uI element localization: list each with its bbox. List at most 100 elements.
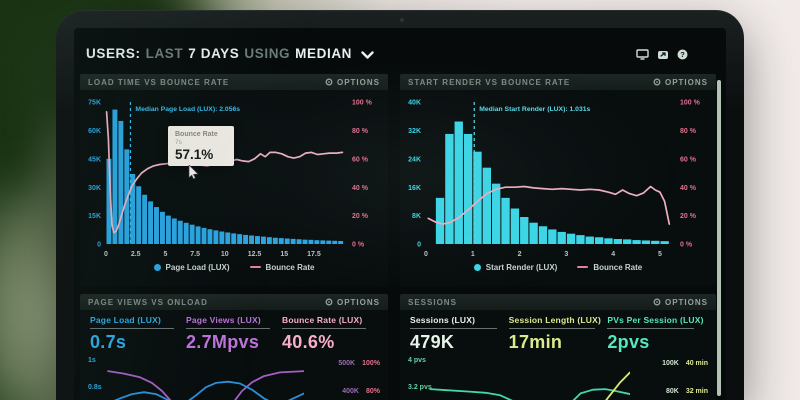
svg-text:0 %: 0 % — [680, 242, 693, 249]
help-icon[interactable]: ? — [677, 49, 688, 60]
svg-text:0: 0 — [424, 251, 428, 258]
gear-icon — [325, 78, 333, 86]
page-title[interactable]: USERS: LAST 7 DAYS USING MEDIAN — [86, 46, 374, 62]
svg-text:8K: 8K — [412, 213, 421, 220]
bars — [106, 109, 344, 244]
svg-text:0 %: 0 % — [352, 242, 365, 249]
svg-text:?: ? — [680, 50, 685, 59]
panel-sessions: SESSIONS OPTIONS Sessions (LUX) 479K Ses… — [400, 294, 716, 400]
title-median: MEDIAN — [295, 46, 353, 61]
vertical-scrollbar[interactable] — [717, 80, 721, 396]
legend-dot — [153, 263, 161, 271]
start-render-options-button[interactable]: OPTIONS — [653, 78, 708, 87]
title-users: USERS: — [86, 46, 141, 61]
y-axis-left: 75K 60K 45K 30K 15K 0 — [88, 100, 101, 249]
title-last: LAST — [145, 46, 184, 61]
svg-text:60 %: 60 % — [680, 156, 697, 163]
svg-text:80 %: 80 % — [352, 128, 369, 135]
series-line — [605, 371, 630, 400]
svg-text:16K: 16K — [408, 185, 421, 192]
svg-text:7.5: 7.5 — [190, 251, 200, 258]
mouse-cursor-icon — [188, 165, 199, 179]
panel-sessions-title: SESSIONS — [408, 297, 457, 307]
svg-text:12.5: 12.5 — [248, 251, 262, 258]
kpi-bounce-rate: Bounce Rate (LUX) 40.6% — [282, 315, 378, 353]
kpi-session-length: Session Length (LUX) 17min — [508, 315, 601, 352]
legend-dot — [473, 263, 481, 271]
panel-start-render: START RENDER VS BOUNCE RATE OPTIONS 40K 3… — [400, 74, 716, 286]
sessions-kpis: Sessions (LUX) 479K Session Length (LUX)… — [400, 310, 716, 353]
page-views-options-button[interactable]: OPTIONS — [325, 298, 380, 307]
laptop-frame: USERS: LAST 7 DAYS USING MEDIAN ? LOAD TIME … — [56, 10, 744, 400]
median-label: Median Page Load (LUX): 2.056s — [135, 106, 240, 113]
mini-left-ticks: 1s 0.8s 0.6s — [88, 357, 102, 391]
median-label: Median Start Render (LUX): 1.031s — [479, 106, 590, 113]
gear-icon — [325, 298, 333, 306]
kpi-sessions: Sessions (LUX) 479K — [410, 315, 509, 353]
load-time-options-button[interactable]: OPTIONS — [325, 78, 380, 87]
svg-text:5: 5 — [163, 251, 167, 258]
svg-text:80 %: 80 % — [680, 128, 697, 135]
tooltip-title: Bounce Rate — [175, 131, 218, 138]
load-time-legend: Page Load (LUX) Bounce Rate — [80, 260, 388, 274]
svg-text:15: 15 — [280, 251, 288, 258]
bounce-rate-tooltip: Bounce Rate 7s 57.1% — [168, 126, 234, 179]
y-axis-left: 40K 32K 24K 16K 8K 0 — [408, 100, 421, 249]
sessions-mini-chart[interactable]: 4 pvs 3.2 pvs 100K 40 min 80K 32 min — [400, 355, 716, 400]
y-axis-right: 100 % 80 % 60 % 40 % 20 % 0 % — [680, 100, 701, 249]
svg-text:20 %: 20 % — [680, 213, 697, 220]
start-render-chart[interactable]: 40K 32K 24K 16K 8K 0 100 % 80 % 60 % 40 % 20 % 0 % 0… — [400, 92, 708, 260]
title-7days: 7 DAYS — [188, 46, 240, 61]
legend-page-load[interactable]: Page Load (LUX) — [153, 263, 230, 272]
panel-start-render-title: START RENDER VS BOUNCE RATE — [408, 77, 571, 87]
svg-text:0: 0 — [104, 251, 108, 258]
mini-right-ticks: 100K 40 min 80K 32 min — [662, 360, 708, 395]
svg-text:24K: 24K — [408, 156, 421, 163]
panel-page-views-title: PAGE VIEWS VS ONLOAD — [88, 297, 208, 307]
sessions-lines-chart — [429, 371, 630, 400]
mini-left-ticks: 4 pvs 3.2 pvs — [408, 357, 432, 391]
svg-text:75K: 75K — [88, 100, 101, 107]
svg-text:0: 0 — [417, 242, 421, 249]
svg-text:3: 3 — [564, 251, 568, 258]
legend-start-render[interactable]: Start Render (LUX) — [473, 263, 557, 272]
svg-text:40 %: 40 % — [352, 185, 369, 192]
onload-lines-chart — [107, 370, 304, 400]
svg-text:0: 0 — [97, 242, 101, 249]
svg-text:15K: 15K — [88, 213, 101, 220]
load-time-chart[interactable]: 75K 60K 45K 30K 15K 0 100 % 80 % 60 % 40 % 20 % 0 %… — [80, 92, 380, 260]
sessions-options-button[interactable]: OPTIONS — [653, 298, 708, 307]
svg-text:32K: 32K — [408, 128, 421, 135]
tooltip-x-value: 7s — [175, 139, 182, 146]
legend-bounce-rate[interactable]: Bounce Rate — [249, 263, 314, 272]
chevron-down-icon[interactable] — [361, 47, 374, 62]
start-render-legend: Start Render (LUX) Bounce Rate — [400, 260, 716, 274]
kpi-page-views: Page Views (LUX) 2.7Mpvs — [186, 315, 282, 353]
page-views-kpis: Page Load (LUX) 0.7s Page Views (LUX) 2.… — [80, 310, 388, 353]
legend-dash — [249, 265, 261, 269]
mini-right-ticks: 500K 100% 400K 80% — [338, 360, 380, 395]
legend-bounce-rate[interactable]: Bounce Rate — [577, 263, 642, 272]
svg-text:100 %: 100 % — [680, 100, 701, 107]
webcam-dot — [400, 18, 404, 22]
series-line — [107, 370, 304, 400]
svg-text:30K: 30K — [88, 185, 101, 192]
panel-page-views: PAGE VIEWS VS ONLOAD OPTIONS Page Load (… — [80, 294, 388, 400]
svg-text:10: 10 — [221, 251, 229, 258]
svg-text:4: 4 — [611, 251, 615, 258]
panel-load-time: LOAD TIME VS BOUNCE RATE OPTIONS 75K 60K 4… — [80, 74, 388, 286]
title-using: USING — [244, 46, 291, 61]
series-line — [429, 388, 630, 400]
svg-text:100 %: 100 % — [352, 100, 373, 107]
bars — [435, 121, 669, 244]
kpi-page-load: Page Load (LUX) 0.7s — [90, 315, 186, 353]
panel-load-time-title: LOAD TIME VS BOUNCE RATE — [88, 77, 230, 87]
svg-text:40 %: 40 % — [680, 185, 697, 192]
display-icon[interactable] — [636, 48, 649, 60]
svg-text:17.5: 17.5 — [307, 251, 321, 258]
svg-text:2.5: 2.5 — [131, 251, 141, 258]
svg-text:1: 1 — [471, 251, 475, 258]
share-icon[interactable] — [657, 49, 669, 60]
dashboard-header: USERS: LAST 7 DAYS USING MEDIAN ? — [86, 42, 714, 66]
